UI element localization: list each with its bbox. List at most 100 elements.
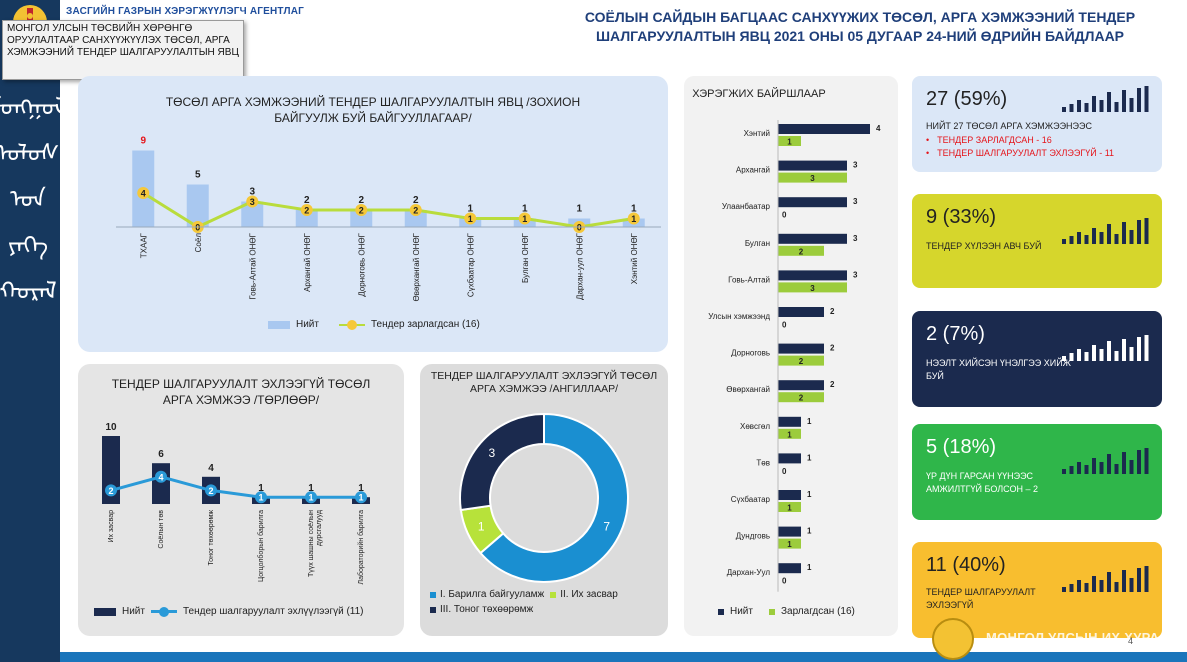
org-announced-value: 2: [413, 206, 418, 216]
region-announced-value: 3: [810, 284, 815, 293]
region-total-bar: [778, 380, 824, 391]
legend-type-started-swatch: [150, 606, 177, 617]
footer-bar: [60, 652, 1187, 662]
region-total-bar: [778, 343, 824, 354]
bar-signal-icon: [1062, 566, 1149, 592]
region-total-bar: [778, 526, 801, 537]
region-category-label: Сүхбаатар: [731, 495, 771, 504]
donut-legend-item-2: II. Их засвар: [550, 589, 618, 600]
region-total-value: 1: [807, 417, 812, 426]
org-bar-value: 5: [195, 170, 201, 181]
region-chart-legend: Нийт Зарлагдсан (16): [718, 606, 855, 617]
signal-bar: [1084, 103, 1089, 112]
kpi-card-not-started-desc: ТЕНДЕР ШАЛГАРУУЛАЛТ ЭХЛЭЭГҮЙ: [926, 587, 1036, 610]
region-announced-bar: [778, 428, 801, 439]
donut-legend-swatch-1: [430, 591, 436, 598]
signal-bar: [1137, 220, 1141, 244]
signal-bar: [1107, 224, 1111, 244]
footer-text: МОНГОЛ УЛСЫН ИХ ХУРАЛ: [986, 630, 1169, 645]
org-bar-value: 9: [140, 136, 146, 147]
type-started-marker: [255, 491, 267, 504]
signal-bar: [1129, 98, 1134, 112]
type-bar-value: 10: [105, 422, 117, 433]
page-title-line2: ШАЛГАРУУЛАЛТЫН ЯВЦ 2021 ОНЫ 05 ДУГААР 24…: [595, 28, 1125, 44]
type-chart-legend: Нийт Тендер шалгаруулалт эхлүүлээгүй (11…: [94, 606, 364, 617]
signal-bar: [1129, 460, 1134, 474]
org-bar: [295, 210, 318, 227]
region-total-value: 3: [853, 234, 858, 243]
org-category-label: Дорноговь ОНӨГ: [357, 232, 366, 296]
region-total-value: 4: [876, 124, 881, 133]
signal-bar: [1099, 232, 1104, 244]
signal-bar: [1144, 218, 1149, 244]
org-category-label: Дархан-уул ОНӨГ: [575, 232, 584, 300]
org-chart-title-line1: ТӨСӨЛ АРГА ХЭМЖЭЭНИЙ ТЕНДЕР ШАЛГАРУУЛАЛТ…: [165, 95, 581, 109]
signal-bar: [1129, 578, 1134, 592]
donut-chart: 7 1 3: [459, 412, 629, 583]
region-announced-bar: [778, 136, 801, 146]
legend-total-label: Нийт: [296, 319, 319, 330]
region-total-value: 3: [853, 161, 858, 170]
signal-bar: [1092, 345, 1096, 361]
org-announced-marker: [246, 195, 259, 208]
org-bar-value: 2: [304, 195, 310, 206]
signal-bar: [1092, 228, 1096, 244]
bar-signal-icon: [1062, 335, 1149, 361]
banner-word: ᠤᠯᠤᠰ: [0, 139, 60, 167]
type-started-marker: [105, 484, 117, 497]
region-total-value: 3: [853, 197, 858, 206]
region-category-label: Төв: [756, 458, 770, 467]
left-banner: ᠮᠣᠩᠭᠣᠯ ᠤᠯᠤᠰ ᠤᠨ ᠶᠡᠬᠡ ᠬᠤᠷᠠᠯ: [0, 0, 66, 662]
donut-slice-value: 7: [603, 520, 610, 534]
bar-signal-icon: [1062, 86, 1149, 112]
region-category-label: Улсын хэмжээнд: [708, 312, 770, 321]
type-category-label: Тоног төхөөрөмж: [208, 510, 215, 566]
signal-bar: [1084, 583, 1089, 592]
region-announced-value: 2: [799, 247, 804, 256]
signal-bar: [1077, 462, 1081, 474]
donut-title-line1: ТЕНДЕР ШАЛГАРУУЛАЛТ ЭХЛЭЭГҮЙ ТӨСӨЛ: [430, 370, 658, 382]
legend-announced-label: Тендер зарлагдсан (16): [370, 319, 480, 330]
kpi-card-evaluating: 2 (7%) НЭЭЛТ ХИЙСЭН ҮНЭЛГЭЭ ХИЙЖ БУЙ: [912, 311, 1162, 407]
kpi-card-evaluating-desc: НЭЭЛТ ХИЙСЭН ҮНЭЛГЭЭ ХИЙЖ БУЙ: [926, 358, 1071, 381]
signal-bar: [1077, 232, 1081, 244]
parliament-emblem-icon: [932, 618, 974, 660]
kpi-card-result-desc: ҮР ДҮН ГАРСАН ҮҮНЭЭС АМЖИЛТГҮЙ БОЛСОН – …: [926, 471, 1038, 494]
donut-legend-item-3: III. Тоног төхөөрөмж: [430, 604, 533, 615]
org-chart-panel: ТӨСӨЛ АРГА ХЭМЖЭЭНИЙ ТЕНДЕР ШАЛГАРУУЛАЛТ…: [78, 76, 668, 352]
org-category-label: Архангай ОНӨГ: [303, 232, 312, 292]
org-announced-marker: [627, 212, 640, 225]
org-category-label: ТХААГ: [139, 232, 148, 258]
org-bar-value: 1: [522, 204, 528, 215]
signal-bar: [1114, 464, 1119, 474]
type-chart: 10 Их засвар 6 Соёлын төв 4 Тоног төхөөрөмж 1 Ц…: [102, 422, 370, 585]
signal-bar: [1107, 92, 1111, 112]
region-total-bar: [778, 307, 824, 317]
type-bar-value: 4: [208, 463, 214, 474]
signal-bar: [1092, 96, 1096, 112]
org-announced-value: 1: [522, 214, 527, 224]
type-started-line: [110, 475, 361, 499]
banner-word: ᠤᠨ: [10, 185, 46, 213]
region-total-bar: [778, 233, 847, 244]
signal-bar: [1069, 353, 1074, 361]
type-started-value: 1: [308, 493, 313, 503]
kpi-card-receiving-value: 9 (33%): [926, 206, 997, 228]
region-announced-bar: [778, 502, 801, 512]
type-started-marker: [205, 484, 217, 497]
region-category-label: Архангай: [736, 166, 770, 175]
type-started-value: 4: [158, 472, 163, 482]
signal-bar: [1077, 580, 1081, 592]
region-total-bar: [778, 124, 870, 134]
type-bar-value: 1: [258, 483, 264, 494]
region-total-value: 1: [807, 527, 812, 536]
kpi-bullet-2: ТЕНДЕР ШАЛГАРУУЛАЛТ ЭХЛЭЭГҮЙ - 11: [926, 147, 1114, 160]
page-title-line1: СОЁЛЫН САЙДЫН БАГЦААС САНХҮҮЖИХ ТӨСӨЛ, А…: [584, 9, 1136, 25]
legend-type-total-swatch: [94, 607, 116, 616]
region-category-label: Улаанбаатар: [722, 202, 771, 211]
region-total-value: 3: [853, 270, 858, 279]
signal-bar: [1077, 100, 1081, 112]
org-announced-marker: [464, 212, 477, 225]
region-category-label: Дундговь: [736, 532, 770, 541]
org-chart-title-line2: БАЙГУУЛЖ БУЙ БАЙГУУЛЛАГААР/: [274, 111, 472, 125]
